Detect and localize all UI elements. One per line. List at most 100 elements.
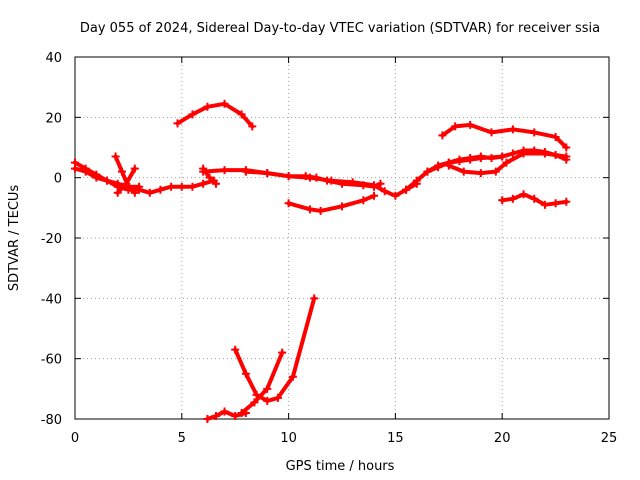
data-point — [540, 200, 549, 209]
data-point — [273, 393, 282, 402]
series-line — [286, 193, 376, 213]
y-tick-label: -40 — [41, 292, 62, 307]
data-point — [476, 169, 485, 178]
data-point — [231, 411, 240, 420]
data-point — [241, 167, 250, 176]
data-point — [220, 407, 229, 416]
data-point — [466, 120, 475, 129]
data-point — [220, 99, 229, 108]
data-point — [81, 167, 90, 176]
data-point — [203, 102, 212, 111]
y-tick-label: -20 — [41, 232, 62, 247]
data-point — [338, 179, 346, 188]
y-tick-label: -60 — [41, 353, 62, 368]
data-point — [301, 172, 310, 181]
y-tick-label: -80 — [41, 413, 62, 428]
series-arc-17 — [498, 190, 571, 209]
data-point — [113, 188, 122, 197]
y-tick-label: 0 — [54, 172, 62, 187]
series-line — [243, 169, 383, 189]
series-line — [113, 154, 137, 195]
data-point — [263, 169, 272, 178]
data-point — [359, 196, 368, 205]
data-point — [177, 182, 186, 191]
data-point — [508, 125, 517, 134]
data-point — [111, 152, 120, 161]
data-point — [199, 179, 208, 188]
data-point — [263, 384, 272, 393]
data-point — [113, 179, 122, 188]
data-point — [205, 173, 214, 182]
x-tick-label: 10 — [280, 431, 297, 446]
x-tick-label: 5 — [178, 431, 186, 446]
series-line — [233, 296, 317, 403]
data-point — [92, 173, 101, 182]
axis-ticks: 0 5 10 15 20 25 -80 -60 -40 -20 0 20 40 — [41, 51, 618, 446]
data-point — [540, 149, 549, 158]
data-point — [562, 143, 571, 152]
data-point — [237, 408, 246, 417]
data-point — [167, 182, 176, 191]
x-tick-label: 20 — [494, 431, 511, 446]
grid-lines — [75, 57, 609, 419]
data-point — [310, 294, 319, 303]
data-point — [316, 206, 325, 215]
data-point — [434, 163, 443, 172]
data-point — [502, 158, 511, 167]
data-point — [211, 179, 220, 188]
data-point — [455, 155, 464, 164]
series-line — [175, 101, 255, 129]
y-tick-label: 40 — [45, 51, 62, 66]
data-point — [220, 166, 229, 175]
data-point — [288, 372, 297, 381]
data-point — [562, 197, 571, 206]
data-point — [103, 176, 112, 185]
data-point — [519, 190, 528, 199]
data-point — [423, 167, 432, 176]
data-point — [241, 369, 250, 378]
data-point — [188, 110, 197, 119]
data-point — [71, 164, 79, 173]
data-point — [451, 122, 460, 131]
data-point — [156, 185, 165, 194]
data-point — [359, 181, 368, 190]
data-point — [376, 179, 385, 188]
data-point — [188, 182, 197, 191]
data-point — [412, 176, 421, 185]
data-point — [508, 149, 517, 158]
series-arc-16 — [444, 149, 571, 178]
data-point — [203, 415, 212, 423]
data-point — [117, 167, 126, 176]
data-point — [466, 154, 475, 163]
data-point — [551, 199, 560, 208]
data-point — [391, 191, 400, 200]
data-point — [487, 154, 496, 163]
data-point — [459, 167, 468, 176]
data-point — [211, 411, 220, 420]
data-point — [498, 196, 507, 205]
series-line — [239, 350, 285, 415]
y-tick-label: 20 — [45, 111, 62, 126]
data-point — [231, 345, 240, 354]
data-point — [173, 119, 182, 128]
data-point — [284, 199, 293, 208]
data-point — [444, 161, 453, 170]
data-point — [498, 152, 507, 161]
data-point — [284, 172, 293, 181]
data-point — [130, 188, 139, 197]
series-arc-5 — [173, 99, 257, 131]
series-arc-9 — [284, 191, 379, 215]
chart-title: Day 055 of 2024, Sidereal Day-to-day VTE… — [80, 21, 600, 36]
series-arc-12 — [237, 348, 287, 417]
data-series — [71, 99, 571, 423]
data-point — [476, 152, 485, 161]
data-point — [248, 122, 257, 131]
data-point — [122, 179, 131, 188]
x-axis-label: GPS time / hours — [286, 459, 395, 474]
data-point — [508, 194, 517, 203]
data-point — [530, 194, 539, 203]
data-point — [338, 202, 346, 211]
series-arc-4 — [113, 164, 139, 197]
x-tick-label: 0 — [71, 431, 79, 446]
